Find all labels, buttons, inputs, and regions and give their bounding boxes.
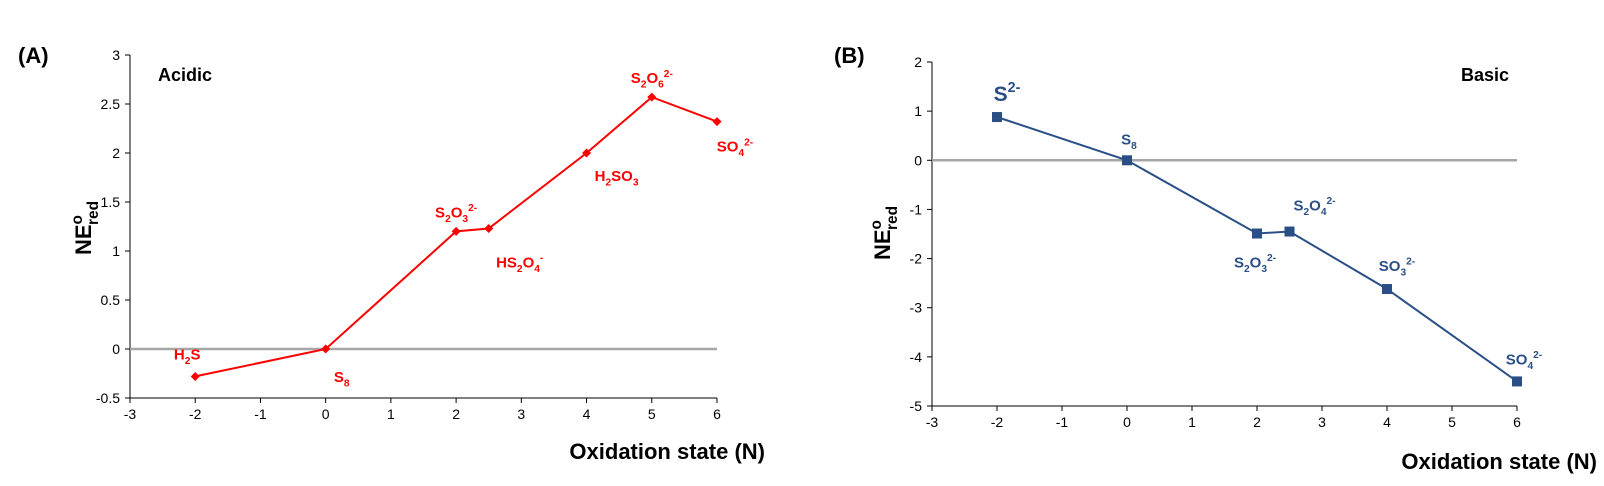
x-tick-label: 1 xyxy=(1188,414,1196,430)
y-axis-title: NEored xyxy=(69,201,102,255)
chart-panel-basic: (B) Basic -3 -2 -1 0 1 2 3 4 5 6 -5 -4 -3 -2 -1 0 1 2 S2- S… xyxy=(834,43,1597,474)
data-point xyxy=(451,226,461,236)
x-tick-label: 5 xyxy=(1448,414,1456,430)
y-tick-label: 2 xyxy=(914,54,922,70)
x-tick-label: 3 xyxy=(517,406,525,422)
data-point xyxy=(1122,155,1132,166)
plot-area: -3 -2 -1 0 1 2 3 4 5 6 -0.5 0 0.5 1 1.5 2 2.5 3 H2S S8 S2O32… xyxy=(96,47,753,422)
y-tick-label: 1.5 xyxy=(101,194,121,210)
y-tick-label: -1 xyxy=(910,201,923,217)
y-tick-label: 3 xyxy=(112,47,120,63)
point-label: S8 xyxy=(1121,131,1137,152)
plot-area: -3 -2 -1 0 1 2 3 4 5 6 -5 -4 -3 -2 -1 0 1 2 S2- S8 S2O32- S2O… xyxy=(910,54,1543,430)
point-label: S8 xyxy=(334,369,350,390)
x-tick-label: 4 xyxy=(1383,414,1391,430)
x-tick-label: 3 xyxy=(1318,414,1326,430)
data-point xyxy=(992,112,1002,123)
data-point xyxy=(1284,226,1295,237)
x-tick-label: 0 xyxy=(322,406,330,422)
x-tick-label: -3 xyxy=(926,414,939,430)
point-label: S2O32- xyxy=(435,203,477,225)
point-label: SO42- xyxy=(1506,350,1542,372)
y-tick-label: -3 xyxy=(910,300,923,316)
x-tick-label: 6 xyxy=(713,406,721,422)
panel-label: (A) xyxy=(18,43,49,68)
point-label: HS2O4- xyxy=(496,253,543,275)
x-tick-label: 6 xyxy=(1513,414,1521,430)
point-label: SO32- xyxy=(1379,257,1415,279)
x-tick-label: -1 xyxy=(254,406,267,422)
y-tick-label: 0 xyxy=(112,341,120,357)
data-point xyxy=(712,117,722,127)
x-tick-label: 4 xyxy=(583,406,591,422)
data-point xyxy=(321,344,331,354)
y-tick-label: -2 xyxy=(910,251,923,267)
x-tick-label: -1 xyxy=(1056,414,1069,430)
data-point xyxy=(647,92,657,102)
x-tick-label: 2 xyxy=(452,406,460,422)
point-label: S2O42- xyxy=(1293,196,1335,218)
y-tick-label: 0.5 xyxy=(101,292,121,308)
y-tick-label: 0 xyxy=(914,152,922,168)
data-point xyxy=(1512,376,1522,387)
y-tick-label: -4 xyxy=(910,349,923,365)
x-axis-title: Oxidation state (N) xyxy=(569,439,765,464)
y-axis-title: NEored xyxy=(868,206,901,260)
series-line xyxy=(996,116,1518,383)
chart-panel-acidic: (A) Acidic -3 -2 -1 0 1 2 3 4 5 6 -0.5 0 0.5 1 1.5 2 2.5… xyxy=(18,43,765,464)
condition-label: Basic xyxy=(1461,65,1509,85)
point-label: S2O62- xyxy=(631,69,673,91)
y-tick-label: 2 xyxy=(112,145,120,161)
y-tick-label: -5 xyxy=(910,398,923,414)
point-label: H2SO3 xyxy=(595,168,639,189)
x-tick-label: 5 xyxy=(648,406,656,422)
x-tick-label: -2 xyxy=(189,406,202,422)
panel-label: (B) xyxy=(834,43,865,68)
condition-label: Acidic xyxy=(158,65,212,85)
data-point xyxy=(582,148,592,158)
point-label: S2- xyxy=(994,80,1021,106)
data-point xyxy=(484,223,494,233)
data-point xyxy=(1382,284,1392,295)
x-axis-title: Oxidation state (N) xyxy=(1401,449,1597,474)
y-tick-label: -0.5 xyxy=(96,390,120,406)
x-tick-label: -3 xyxy=(124,406,137,422)
point-label: H2S xyxy=(174,346,201,367)
x-tick-label: 0 xyxy=(1123,414,1131,430)
x-tick-label: 1 xyxy=(387,406,395,422)
series-line xyxy=(194,95,718,378)
x-tick-label: 2 xyxy=(1253,414,1261,430)
y-tick-label: 1 xyxy=(914,103,922,119)
data-point xyxy=(1252,228,1262,239)
point-label: SO42- xyxy=(717,137,753,159)
data-point xyxy=(190,371,200,381)
x-tick-label: -2 xyxy=(991,414,1004,430)
y-tick-label: 2.5 xyxy=(101,96,121,112)
point-label: S2O32- xyxy=(1234,253,1276,275)
y-tick-label: 1 xyxy=(112,243,120,259)
